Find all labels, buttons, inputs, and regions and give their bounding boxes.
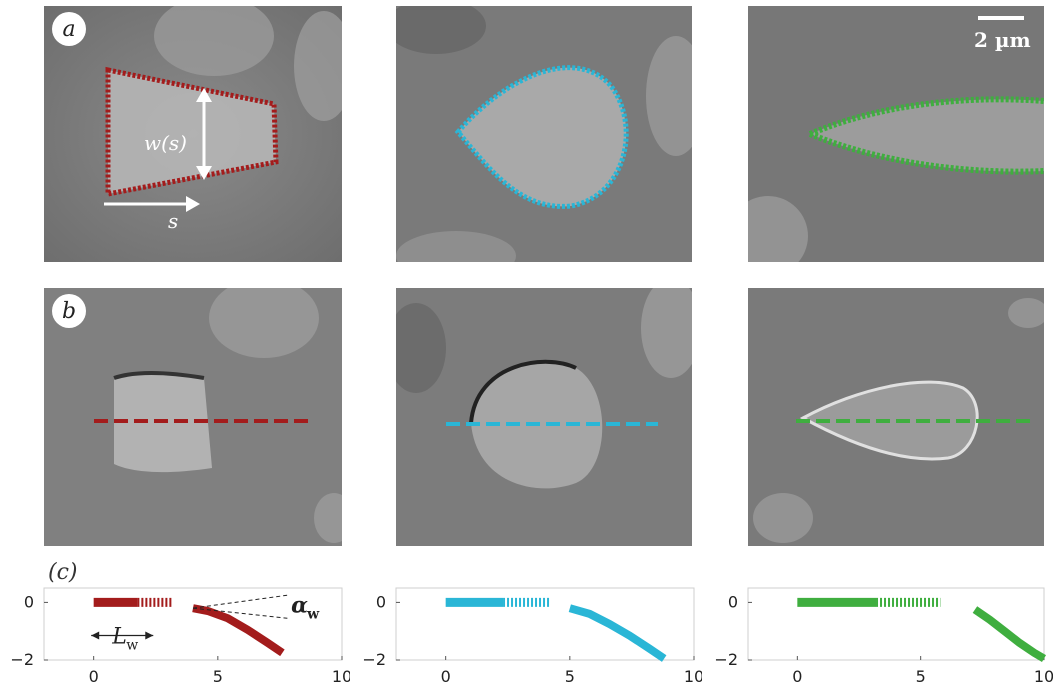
plot-cyan: 0 5 10 0 −2 xyxy=(362,587,702,686)
y-tick-label: 0 xyxy=(24,592,34,611)
length-label-subscript: w xyxy=(126,638,138,654)
row-label-b: b xyxy=(52,294,86,328)
length-label: L xyxy=(111,625,127,650)
tail-curve xyxy=(568,604,667,662)
micrograph-a-green xyxy=(748,6,1044,262)
panel-b-red: b xyxy=(44,288,342,546)
panel-a-red: w(s) s a xyxy=(44,6,342,262)
micrograph-b-green xyxy=(748,288,1044,546)
length-arrow-right-head xyxy=(145,631,154,640)
y-tick-label: −2 xyxy=(714,650,738,669)
length-arrow-left-head xyxy=(91,631,100,640)
y-tick-label: −2 xyxy=(10,650,34,669)
panel-b-cyan xyxy=(396,288,692,546)
angle-tangent-line xyxy=(192,607,288,619)
y-tick-label: 0 xyxy=(376,592,386,611)
width-annotation: w(s) xyxy=(144,131,187,155)
x-tick-label: 0 xyxy=(441,667,451,686)
angle-label: α xyxy=(291,592,308,618)
micrograph-b-red xyxy=(44,288,342,546)
x-tick-label: 5 xyxy=(916,667,926,686)
x-tick-label: 5 xyxy=(213,667,223,686)
plot-red: 0 5 100−2L wα w xyxy=(10,587,350,686)
tail-curve xyxy=(192,604,285,657)
scale-bar-label: 2 µm xyxy=(974,28,1031,52)
x-tick-label: 10 xyxy=(1034,667,1053,686)
plot-frame xyxy=(395,587,695,661)
row-label-a: a xyxy=(52,12,86,46)
micrograph-a-cyan xyxy=(396,6,692,262)
row-label-c: (c) xyxy=(48,560,78,585)
angle-label-subscript: w xyxy=(306,606,320,622)
x-tick-label: 0 xyxy=(89,667,99,686)
panel-a-green: 2 µm xyxy=(748,6,1044,262)
x-tick-label: 10 xyxy=(684,667,702,686)
plot-frame xyxy=(747,587,1045,661)
y-tick-label: 0 xyxy=(728,592,738,611)
micrograph-b-cyan xyxy=(396,288,692,546)
tail-curve xyxy=(972,606,1047,663)
micrograph-a-red: w(s) s xyxy=(44,6,342,262)
y-tick-label: −2 xyxy=(362,650,386,669)
x-tick-label: 5 xyxy=(565,667,575,686)
scale-bar-line xyxy=(978,16,1024,20)
arclength-annotation: s xyxy=(168,209,178,233)
panel-b-green xyxy=(748,288,1044,546)
panel-a-cyan xyxy=(396,6,692,262)
plot-green: 0 5 10 0 −2 xyxy=(714,587,1053,686)
x-tick-label: 10 xyxy=(332,667,350,686)
angle-ref-line xyxy=(192,594,288,609)
plot-frame xyxy=(43,587,343,661)
x-tick-label: 0 xyxy=(792,667,802,686)
